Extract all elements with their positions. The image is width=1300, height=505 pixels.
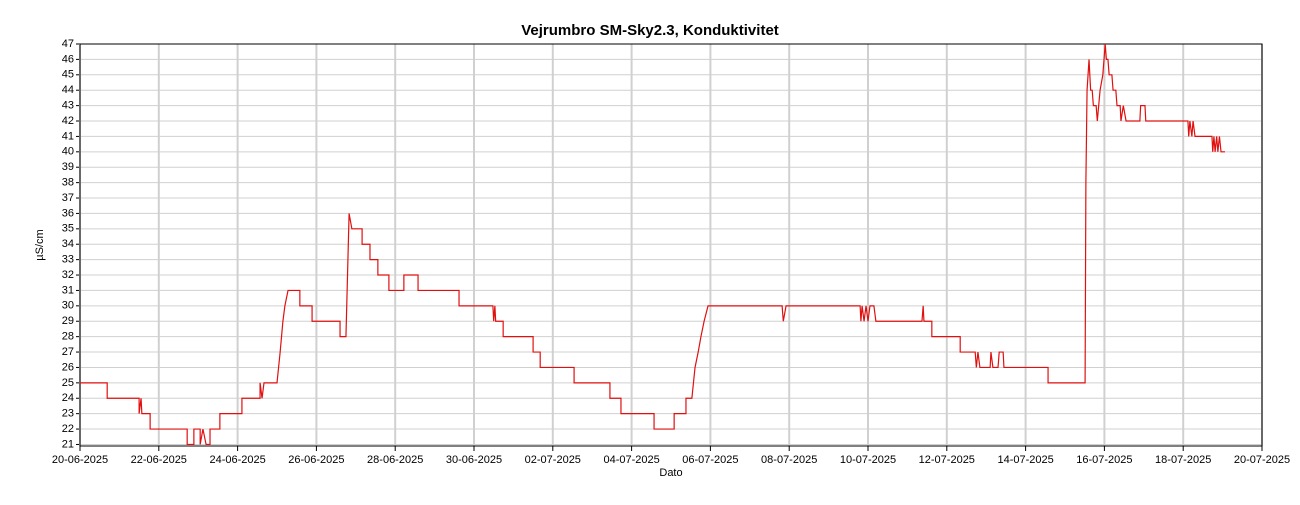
y-tick-label: 40 <box>62 146 74 158</box>
x-tick-label: 02-07-2025 <box>525 454 581 466</box>
y-tick-label: 27 <box>62 346 74 358</box>
data-line <box>80 43 1225 446</box>
x-tick-label: 18-07-2025 <box>1155 454 1211 466</box>
y-axis-label: µS/cm <box>34 229 46 260</box>
x-tick-label: 20-07-2025 <box>1234 454 1290 466</box>
y-tick-label: 35 <box>62 223 74 235</box>
y-tick-label: 43 <box>62 100 74 112</box>
y-tick-label: 28 <box>62 331 74 343</box>
y-tick-label: 30 <box>62 300 74 312</box>
y-tick-label: 44 <box>62 84 74 96</box>
y-tick-label: 46 <box>62 53 74 65</box>
x-tick-label: 12-07-2025 <box>919 454 975 466</box>
y-tick-label: 33 <box>62 254 74 266</box>
y-tick-label: 29 <box>62 315 74 327</box>
y-tick-label: 34 <box>62 238 74 250</box>
y-tick-label: 23 <box>62 408 74 420</box>
y-tick-label: 37 <box>62 192 74 204</box>
x-tick-label: 16-07-2025 <box>1076 454 1132 466</box>
y-tick-label: 32 <box>62 269 74 281</box>
y-tick-label: 31 <box>62 284 74 296</box>
y-tick-label: 45 <box>62 69 74 81</box>
y-tick-label: 41 <box>62 130 74 142</box>
y-tick-label: 36 <box>62 207 74 219</box>
x-tick-label: 14-07-2025 <box>997 454 1053 466</box>
x-tick-label: 30-06-2025 <box>446 454 502 466</box>
x-tick-label: 08-07-2025 <box>761 454 817 466</box>
y-tick-label: 42 <box>62 115 74 127</box>
y-tick-label: 21 <box>62 438 74 450</box>
y-tick-label: 25 <box>62 377 74 389</box>
x-tick-label: 22-06-2025 <box>131 454 187 466</box>
plot-frame <box>79 43 1263 447</box>
y-tick-label: 39 <box>62 161 74 173</box>
x-axis-label: Dato <box>659 467 682 479</box>
chart-title: Vejrumbro SM-Sky2.3, Konduktivitet <box>521 22 779 39</box>
y-tick-label: 47 <box>62 38 74 50</box>
y-tick-label: 22 <box>62 423 74 435</box>
y-tick-label: 38 <box>62 177 74 189</box>
x-tick-label: 20-06-2025 <box>52 454 108 466</box>
y-tick-label: 24 <box>62 392 74 404</box>
x-tick-label: 10-07-2025 <box>840 454 896 466</box>
x-tick-label: 04-07-2025 <box>603 454 659 466</box>
x-tick-label: 06-07-2025 <box>682 454 738 466</box>
x-tick-label: 26-06-2025 <box>288 454 344 466</box>
y-tick-label: 26 <box>62 361 74 373</box>
x-tick-label: 24-06-2025 <box>209 454 265 466</box>
x-tick-label: 28-06-2025 <box>367 454 423 466</box>
